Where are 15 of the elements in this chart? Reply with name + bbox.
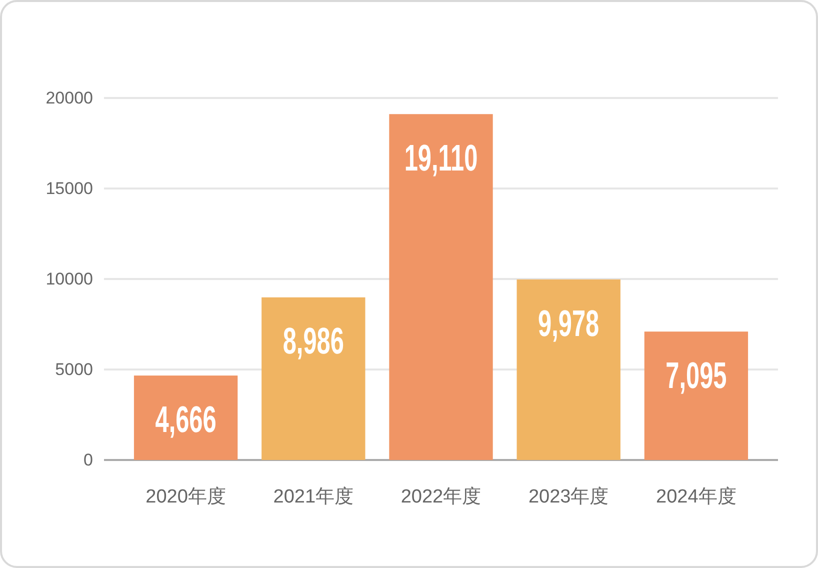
x-tick-label: 2022年度 <box>400 486 482 508</box>
value-label: 9,978 <box>538 302 600 344</box>
x-tick-label: 2020年度 <box>146 486 226 508</box>
y-tick-label: 0 <box>84 450 93 470</box>
y-tick-label: 20000 <box>46 88 93 108</box>
y-tick-label: 10000 <box>46 270 93 288</box>
value-label: 8,986 <box>282 320 344 362</box>
value-label: 19,110 <box>404 137 478 179</box>
value-label: 7,095 <box>666 354 727 396</box>
value-label: 4,666 <box>155 398 216 440</box>
y-tick-label: 5000 <box>55 360 93 379</box>
x-tick-label: 2023年度 <box>528 486 609 508</box>
x-tick-label: 2024年度 <box>656 486 736 508</box>
y-tick-label: 15000 <box>46 179 93 198</box>
x-tick-label: 2021年度 <box>273 486 354 508</box>
